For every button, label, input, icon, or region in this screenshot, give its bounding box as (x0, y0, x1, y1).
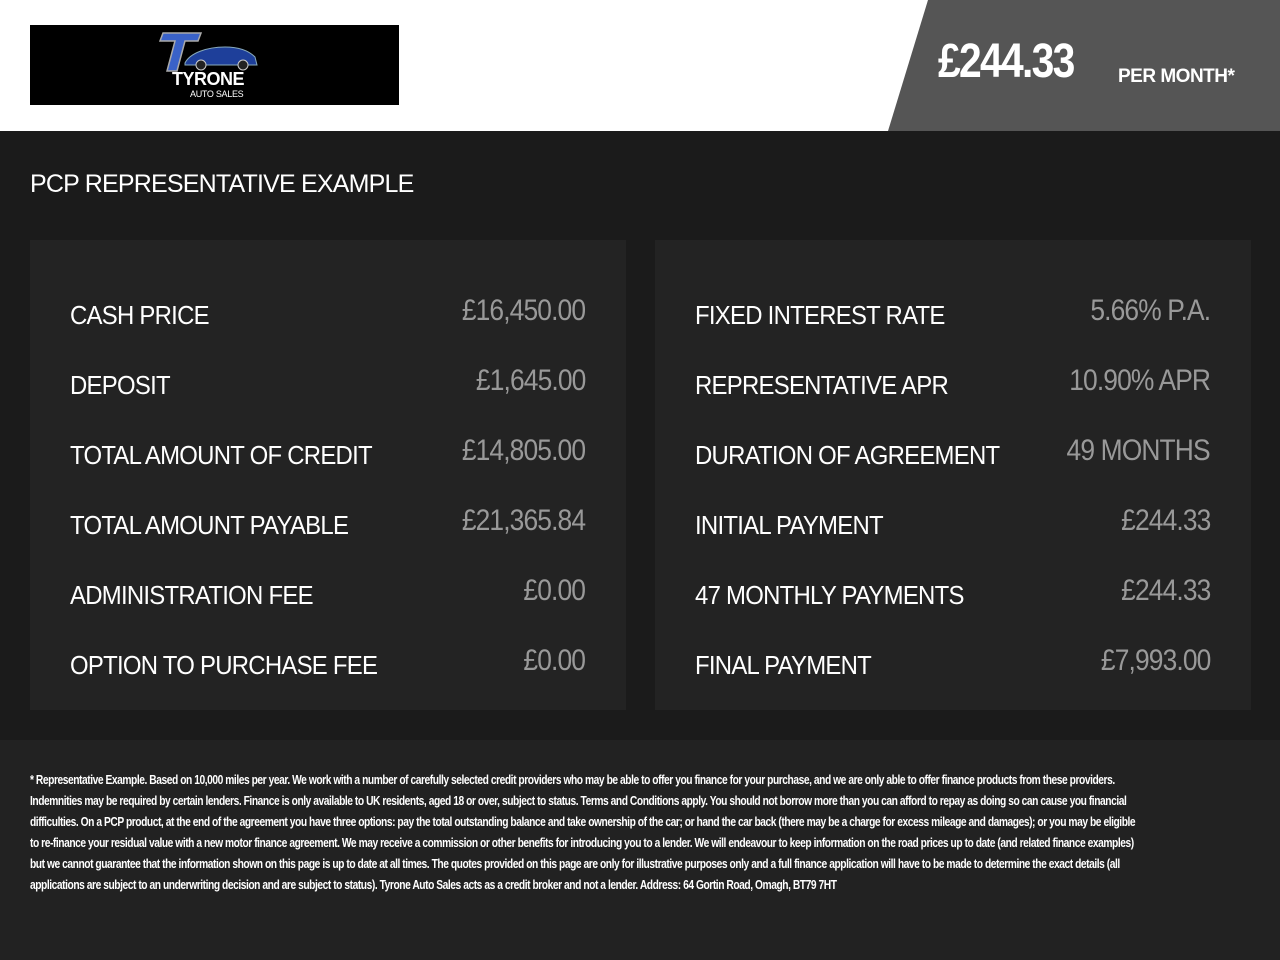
finance-label: CASH PRICE (70, 300, 210, 330)
finance-value: £7,993.00 (1100, 644, 1210, 677)
disclaimer-text: * Representative Example. Based on 10,00… (30, 773, 1136, 892)
monthly-price-banner: £244.33 PER MONTH* (888, 0, 1280, 131)
per-month-label: PER MONTH* (1118, 66, 1235, 87)
finance-label: REPRESENTATIVE APR (695, 370, 949, 400)
finance-label: TOTAL AMOUNT OF CREDIT (70, 440, 373, 470)
finance-value: 49 MONTHS (1066, 434, 1211, 467)
finance-label: ADMINISTRATION FEE (70, 580, 314, 610)
finance-row: TOTAL AMOUNT PAYABLE £21,365.84 (70, 500, 586, 540)
finance-label: FIXED INTEREST RATE (695, 300, 945, 330)
finance-row: INITIAL PAYMENT £244.33 (695, 500, 1211, 540)
finance-value: 5.66% P.A. (1090, 294, 1211, 327)
finance-label: 47 MONTHLY PAYMENTS (695, 580, 964, 610)
logo[interactable]: TYRONE AUTO SALES (30, 25, 399, 105)
finance-value: £0.00 (523, 574, 586, 607)
finance-value: £244.33 (1120, 574, 1211, 607)
left-finance-panel: CASH PRICE £16,450.00 DEPOSIT £1,645.00 TOTA… (30, 240, 626, 710)
finance-row: ADMINISTRATION FEE £0.00 (70, 570, 586, 610)
section-title: PCP REPRESENTATIVE EXAMPLE (30, 170, 414, 198)
finance-label: DEPOSIT (70, 370, 171, 400)
header: TYRONE AUTO SALES £244.33 PER MONTH* (0, 0, 1280, 131)
finance-row: TOTAL AMOUNT OF CREDIT £14,805.00 (70, 430, 586, 470)
finance-value: 10.90% APR (1069, 364, 1211, 397)
finance-value: £244.33 (1120, 504, 1211, 537)
finance-label: DURATION OF AGREEMENT (695, 440, 1000, 470)
finance-row: REPRESENTATIVE APR 10.90% APR (695, 360, 1211, 400)
finance-row: 47 MONTHLY PAYMENTS £244.33 (695, 570, 1211, 610)
finance-row: FINAL PAYMENT £7,993.00 (695, 640, 1211, 680)
logo-subtitle: AUTO SALES (190, 89, 244, 99)
finance-row: DEPOSIT £1,645.00 (70, 360, 586, 400)
finance-row: DURATION OF AGREEMENT 49 MONTHS (695, 430, 1211, 470)
finance-row: CASH PRICE £16,450.00 (70, 290, 586, 330)
finance-label: INITIAL PAYMENT (695, 510, 884, 540)
finance-value: £14,805.00 (461, 434, 586, 467)
finance-value: £0.00 (523, 644, 586, 677)
disclaimer-section: * Representative Example. Based on 10,00… (0, 740, 1280, 960)
finance-row: FIXED INTEREST RATE 5.66% P.A. (695, 290, 1211, 330)
car-logo-icon (158, 32, 258, 72)
finance-value: £1,645.00 (475, 364, 585, 397)
monthly-price: £244.33 (938, 35, 1075, 88)
finance-label: TOTAL AMOUNT PAYABLE (70, 510, 349, 540)
finance-value: £21,365.84 (461, 504, 586, 537)
logo-title: TYRONE (172, 69, 245, 89)
finance-row: OPTION TO PURCHASE FEE £0.00 (70, 640, 586, 680)
finance-value: £16,450.00 (461, 294, 586, 327)
right-finance-panel: FIXED INTEREST RATE 5.66% P.A. REPRESENTAT… (655, 240, 1251, 710)
finance-label: OPTION TO PURCHASE FEE (70, 650, 378, 680)
finance-label: FINAL PAYMENT (695, 650, 872, 680)
